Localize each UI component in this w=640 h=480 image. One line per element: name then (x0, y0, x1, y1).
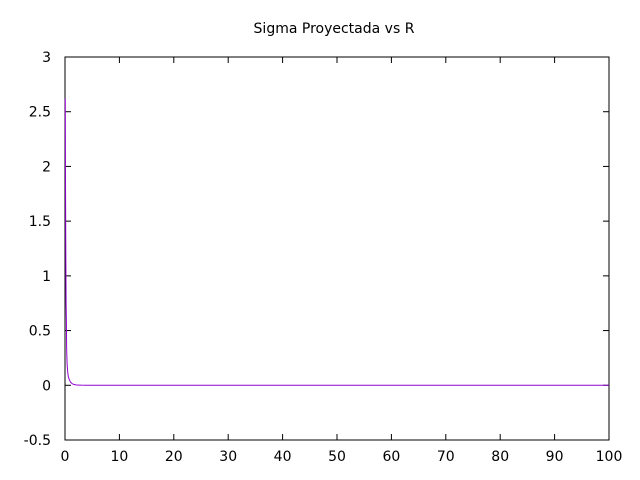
x-tick-label: 50 (328, 449, 346, 465)
x-tick-label: 100 (596, 449, 623, 465)
x-tick-label: 0 (61, 449, 70, 465)
y-tick-label: 2 (42, 159, 51, 175)
y-tick-label: 1 (42, 269, 51, 285)
x-tick-label: 80 (491, 449, 509, 465)
y-tick-label: 0.5 (29, 324, 51, 340)
x-tick-label: 10 (110, 449, 128, 465)
plot-frame (64, 56, 610, 441)
y-tick-label: 1.5 (29, 214, 51, 230)
x-tick-label: 20 (165, 449, 183, 465)
x-tick-label: 60 (382, 449, 400, 465)
x-tick-label: 70 (437, 449, 455, 465)
y-tick-label: -0.5 (24, 433, 51, 449)
x-tick-label: 30 (219, 449, 237, 465)
chart-title: Sigma Proyectada vs R (254, 21, 415, 37)
series-line (64, 98, 609, 386)
y-tick-label: 0 (42, 378, 51, 394)
axes: 0 10 20 30 40 50 60 70 80 90 100 -0.5 0 0.5 1 1.5 2 2.5 3 (24, 50, 623, 465)
y-tick-label: 2.5 (29, 105, 51, 121)
x-tick-label: 40 (274, 449, 292, 465)
series-layer (64, 98, 609, 386)
x-tick-label: 90 (546, 449, 564, 465)
y-tick-label: 3 (42, 50, 51, 66)
